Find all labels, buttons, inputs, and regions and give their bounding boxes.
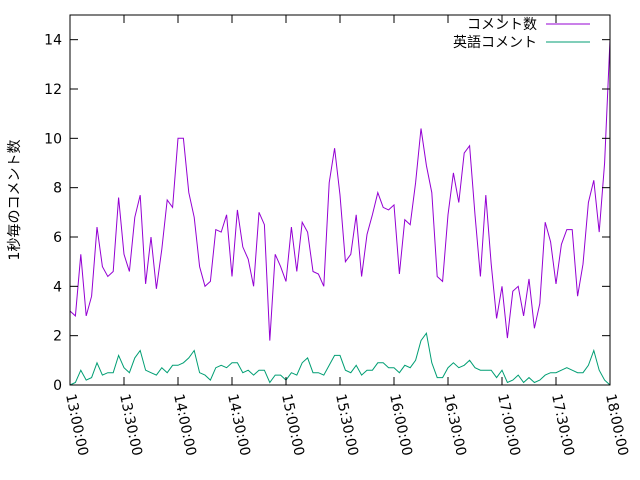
legend-label: コメント数: [467, 17, 537, 33]
x-tick-label: 16:30:00: [440, 393, 469, 458]
y-tick-label: 14: [44, 33, 62, 49]
x-tick-label: 13:30:00: [116, 393, 145, 458]
y-tick-label: 12: [44, 82, 62, 98]
y-axis-label: 1秒毎のコメント数: [7, 140, 23, 261]
x-tick-label: 18:00:00: [602, 393, 631, 458]
y-tick-label: 4: [53, 279, 62, 295]
x-axis: 13:00:00 13:30:00 14:00:00 14:30:00 15:00:00…: [62, 15, 631, 457]
y-tick-label: 6: [53, 230, 62, 246]
x-tick-label: 14:00:00: [170, 393, 199, 458]
y-tick-label: 2: [53, 329, 62, 345]
x-tick-label: 17:00:00: [494, 393, 523, 458]
series-line-1: [69, 331, 611, 386]
y-axis: 0 2 4 6 8 10 12 14: [44, 33, 610, 394]
x-tick-label: 13:00:00: [62, 393, 91, 458]
y-tick-label: 10: [44, 131, 62, 147]
series-line-0: [69, 39, 611, 341]
y-tick-label: 8: [53, 181, 62, 197]
x-tick-label: 16:00:00: [386, 393, 415, 458]
x-tick-label: 17:30:00: [548, 393, 577, 458]
x-tick-label: 15:30:00: [332, 393, 361, 458]
x-tick-label: 14:30:00: [224, 393, 253, 458]
x-tick-label: 15:00:00: [278, 393, 307, 458]
y-tick-label: 0: [53, 378, 62, 394]
series-group: [69, 39, 611, 386]
legend-label: 英語コメント: [453, 34, 537, 51]
